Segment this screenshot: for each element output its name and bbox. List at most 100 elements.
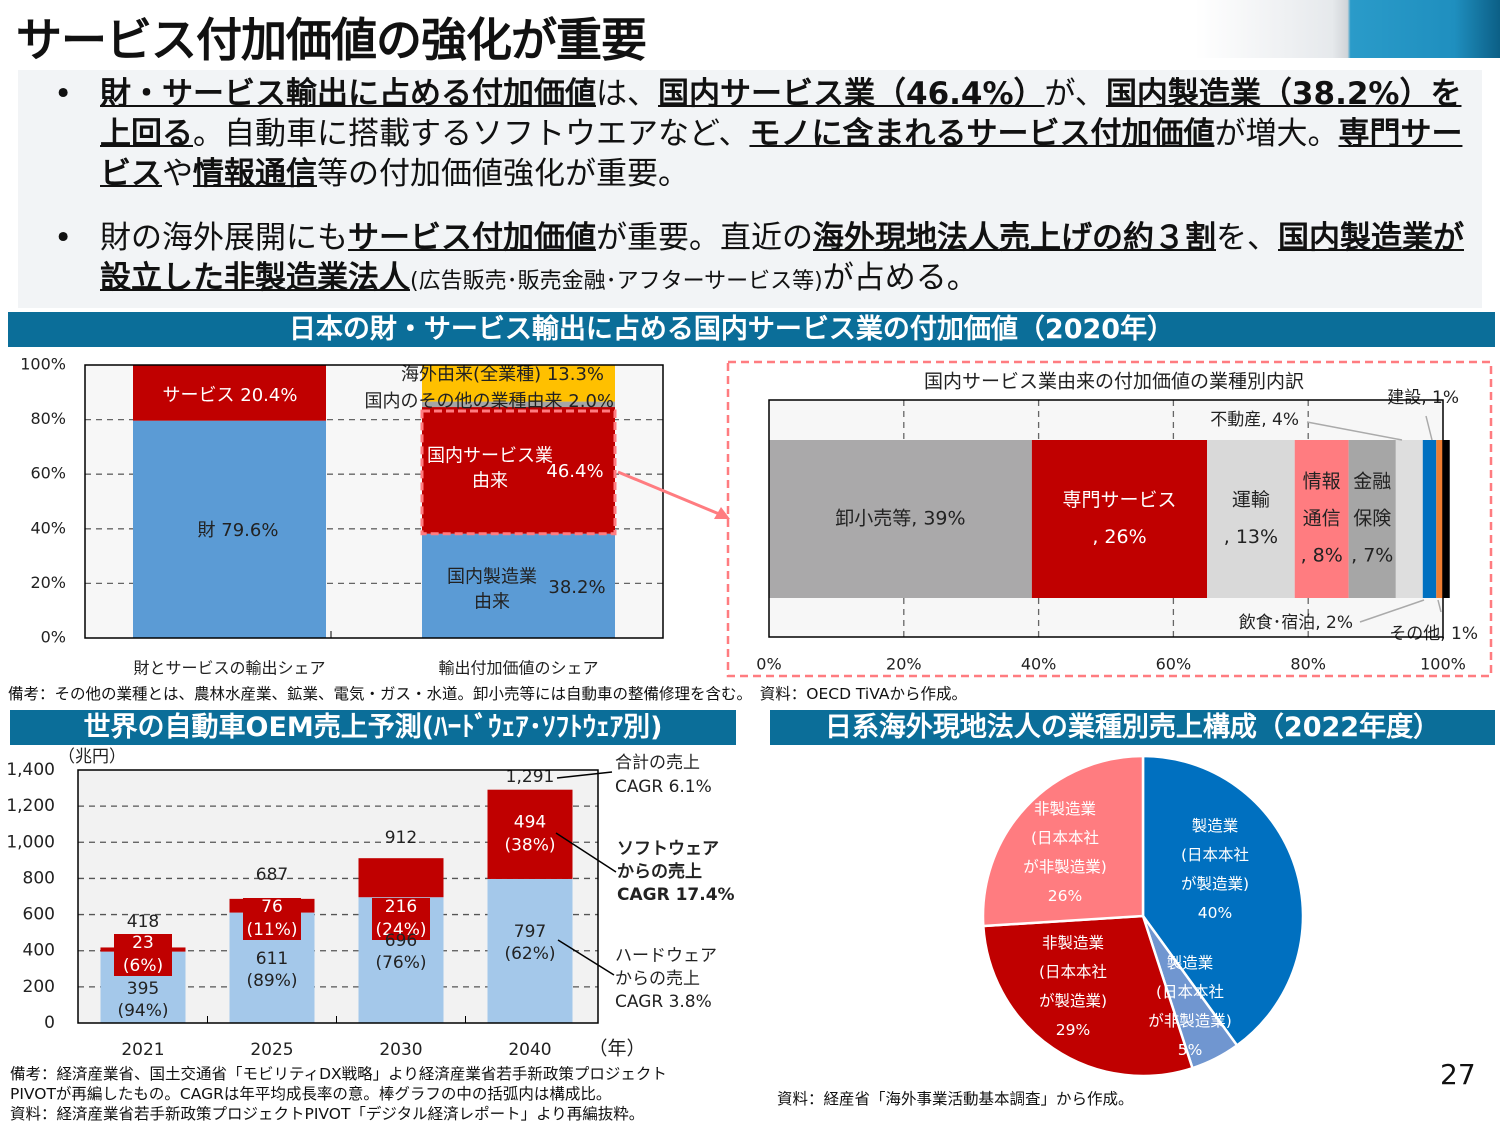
bar-segment <box>1207 440 1295 598</box>
y-tick-label: 0 <box>44 1013 55 1033</box>
highlight-box <box>420 409 617 536</box>
y-tick-label: 600 <box>23 905 55 925</box>
body-text: は、 <box>596 76 658 112</box>
pie-slice-label: 26% <box>1048 887 1082 905</box>
bar-segment <box>422 401 615 408</box>
annotation-total: 合計の売上 <box>615 753 700 773</box>
dashed-callout-box <box>726 360 1493 678</box>
body-text: が増大。 <box>1214 116 1339 152</box>
callout-arrow <box>617 470 725 518</box>
x-category-label: 2040 <box>508 1040 551 1060</box>
annotation-hardware: ハードウェア <box>615 946 717 966</box>
summary-box: • 財・サービス輸出に占める付加価値は、国内サービス業（46.4%）が、国内製造業… <box>18 70 1482 308</box>
annotation-total: CAGR 6.1% <box>615 777 712 797</box>
y-tick-label: 0% <box>41 628 66 647</box>
y-tick-label: 800 <box>23 868 55 888</box>
leader-line <box>555 832 617 873</box>
body-text: 等の付加価値強化が重要。 <box>317 156 689 192</box>
pie-slice-label: が製造業) <box>1181 875 1249 893</box>
bar-share-hardware: (89%) <box>246 971 297 991</box>
section-header-overseas-sales: 日系海外現地法人の業種別売上構成（2022年度） <box>770 710 1495 745</box>
emphasis-text: 国内サービス業（46.4%） <box>658 76 1045 112</box>
y-tick-label: 1,400 <box>6 760 55 780</box>
pie-slice-label: 製造業 <box>1167 954 1214 972</box>
bullet-dot-icon: • <box>54 76 73 112</box>
body-text: が、 <box>1044 76 1106 112</box>
leader-line <box>556 771 613 779</box>
emphasis-text: 専門サービス <box>100 116 1463 192</box>
annotation-hardware: CAGR 3.8% <box>615 992 712 1012</box>
segment-label: 運輸 <box>1232 489 1270 511</box>
x-tick-label: 60% <box>1156 655 1192 674</box>
x-category-label: 財とサービスの輸出シェア <box>133 659 325 678</box>
note-oem-line-2: PIVOTが再編したもの。CAGRは年平均成長率の意。棒グラフの中の括弧内は構成… <box>10 1085 612 1103</box>
page-title: サービス付加価値の強化が重要 <box>16 13 647 67</box>
software-label-box <box>372 898 430 940</box>
emphasis-text: 財・サービス輸出に占める付加価値 <box>100 76 596 112</box>
emphasis-text: モノに含まれるサービス付加価値 <box>749 116 1215 152</box>
bar-label: 財 79.6% <box>198 520 279 541</box>
note-pie: 資料：経産省「海外事業活動基本調査」から作成。 <box>777 1090 1134 1108</box>
leader-line <box>557 939 615 976</box>
plot-frame <box>84 364 664 639</box>
bar-label: 国内製造業 <box>447 567 537 588</box>
x-category-label: 2021 <box>121 1040 164 1060</box>
pie-slice-label: が製造業) <box>1039 992 1107 1010</box>
bar-share-hardware: (62%) <box>504 944 555 964</box>
segment-label: 通信 <box>1303 508 1341 530</box>
pie-slice-label: (日本本社 <box>1039 963 1107 981</box>
bar-value-software: 23 <box>132 933 154 953</box>
bullet-2: • 財の海外展開にもサービス付加価値が重要。直近の海外現地法人売上げの約３割を、国… <box>54 218 1480 302</box>
note-oem-line-1: 備考：経済産業省、国土交通省「モビリティDX戦略」より経済産業省若手新政策プロジ… <box>10 1065 667 1083</box>
segment-label: , 13% <box>1224 526 1278 548</box>
y-tick-label: 200 <box>23 977 55 997</box>
emphasis-text: 情報通信 <box>193 156 317 192</box>
pie-slice-label: (日本本社 <box>1181 846 1249 864</box>
bar-share-software: (24%) <box>375 920 426 940</box>
bar-share-software: (11%) <box>246 920 297 940</box>
bar-total: 1,291 <box>506 767 555 787</box>
x-category-label: 輸出付加価値のシェア <box>438 659 598 678</box>
emphasis-text: サービス付加価値 <box>348 220 596 256</box>
pie-slice-label: 製造業 <box>1192 817 1239 835</box>
bar-share-hardware: (76%) <box>375 953 426 973</box>
pie-slice-label: が非製造業) <box>1023 858 1107 876</box>
bullet-dot-icon: • <box>54 220 73 256</box>
y-axis-unit: （兆円） <box>58 747 126 767</box>
y-tick-label: 60% <box>30 464 66 483</box>
bar-segment <box>422 365 615 402</box>
bar-value: 38.2% <box>548 577 605 598</box>
chart-title: 国内サービス業由来の付加価値の業種別内訳 <box>924 371 1304 393</box>
bar-label: 国内サービス業 <box>427 446 553 467</box>
bar-value-software: 216 <box>385 897 417 917</box>
body-text: が重要。直近の <box>596 220 813 256</box>
x-tick-label: 100% <box>1420 655 1466 674</box>
segment-label: 保険 <box>1353 508 1391 530</box>
segment-label: , 26% <box>1092 526 1146 548</box>
bar-value: 46.4% <box>546 461 603 482</box>
pie-slice-label: (日本本社 <box>1031 829 1099 847</box>
pie-slice <box>981 754 1145 928</box>
body-text: 。自動車に搭載するソフトウエアなど、 <box>193 116 750 152</box>
x-category-label: 2025 <box>250 1040 293 1060</box>
bullet-1: • 財・サービス輸出に占める付加価値は、国内サービス業（46.4%）が、国内製造業… <box>54 74 1480 194</box>
pie-slice-label: が非製造業) <box>1148 1012 1232 1030</box>
body-text: を、 <box>1216 220 1278 256</box>
bar-label: 海外由来(全業種) 13.3% <box>401 364 604 385</box>
bar-segment <box>1422 440 1437 598</box>
bar-value-hardware: 797 <box>514 922 546 942</box>
pie-slice-label: 非製造業 <box>1034 800 1096 818</box>
annotation-hardware: からの売上 <box>615 969 700 989</box>
callout-label: 建設, 1% <box>1387 388 1459 408</box>
y-tick-label: 40% <box>30 518 66 537</box>
segment-label: 金融 <box>1353 471 1391 493</box>
section-header-oem-forecast: 世界の自動車OEM売上予測(ﾊｰﾄﾞｳｪｱ･ｿﾌﾄｳｪｱ別) <box>10 710 736 745</box>
body-text: や <box>162 156 193 192</box>
bar-label: 由来 <box>474 592 510 613</box>
leader-line <box>1437 599 1442 613</box>
body-text: 財の海外展開にも <box>100 220 348 256</box>
y-tick-label: 80% <box>30 409 66 428</box>
page-number: 27 <box>1440 1058 1476 1091</box>
bar-value-hardware: 395 <box>127 979 159 999</box>
bar-segment <box>133 365 326 421</box>
